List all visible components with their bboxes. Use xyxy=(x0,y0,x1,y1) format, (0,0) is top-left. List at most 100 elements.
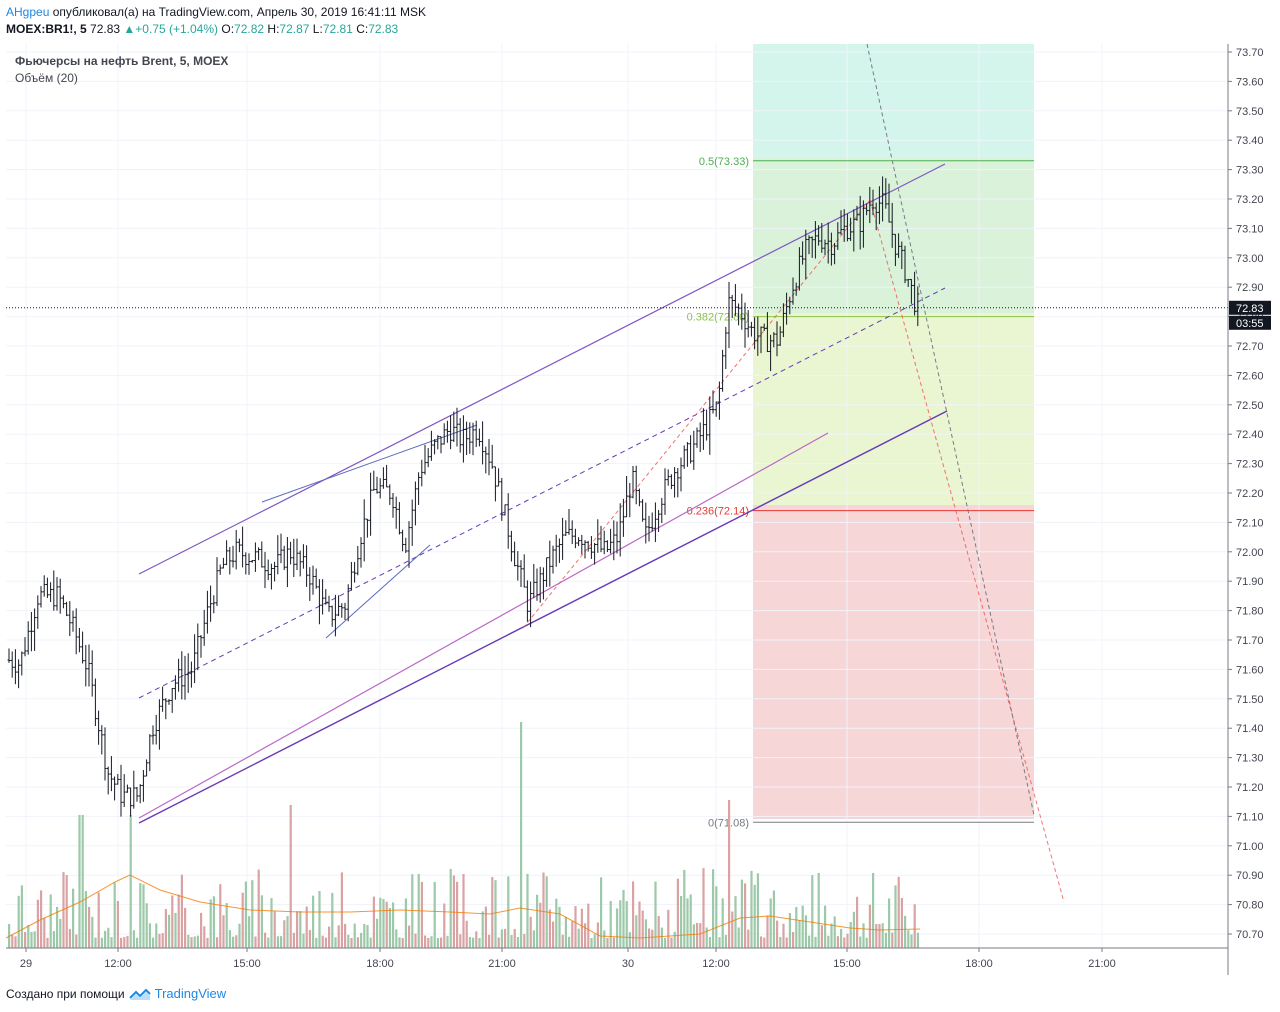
ohlc-bar xyxy=(609,528,613,554)
ohlc-bar xyxy=(721,349,725,392)
volume-bar xyxy=(334,937,337,948)
channel-lower-line[interactable] xyxy=(138,410,948,824)
ohlc-bar xyxy=(151,725,155,745)
ohlc-bar xyxy=(449,415,453,450)
blue-wedge-lower[interactable] xyxy=(325,544,431,639)
volume-bar xyxy=(513,928,516,948)
ohlc-bar xyxy=(289,541,293,565)
ohlc-bar xyxy=(125,784,129,793)
red-dashed-projection-up[interactable] xyxy=(522,199,871,629)
ohlc-bar xyxy=(199,635,203,658)
volume-bar xyxy=(363,923,366,948)
volume-bar xyxy=(424,935,427,948)
volume-bar xyxy=(635,915,638,948)
volume-bar xyxy=(670,937,673,948)
ohlc-bar xyxy=(477,428,481,447)
ohlc-bar xyxy=(138,784,142,804)
volume-bar xyxy=(184,907,187,948)
volume-bar xyxy=(251,880,254,948)
volume-bar xyxy=(776,920,779,948)
ohlc-bar xyxy=(730,294,734,319)
ohlc-bar xyxy=(525,580,529,622)
ohlc-bar xyxy=(23,637,27,657)
ohlc-bar xyxy=(647,515,651,542)
ohlc-bar xyxy=(87,644,91,687)
volume-bar xyxy=(849,921,852,948)
volume-bar xyxy=(286,916,289,948)
gray-dashed-projection[interactable] xyxy=(866,43,1035,816)
x-tick-label: 30 xyxy=(622,958,634,970)
y-tick-label: 72.70 xyxy=(1236,341,1264,353)
volume-bar xyxy=(619,900,622,948)
volume-bar xyxy=(516,937,519,948)
ohlc-bar xyxy=(20,651,24,676)
ohlc-bar xyxy=(420,459,424,487)
price-axis[interactable]: 73.70 73.60 73.50 73.40 73.30 73.20 73.10 73.00… xyxy=(1228,47,1264,941)
x-tick-label: 18:00 xyxy=(965,958,993,970)
ohlc-bar xyxy=(804,229,808,280)
ohlc-bar xyxy=(545,557,549,587)
ohlc-bar xyxy=(42,575,46,597)
ohlc-bar xyxy=(212,595,216,614)
high-value: 72.87 xyxy=(279,22,310,36)
volume-bar xyxy=(289,805,292,948)
volume-bar xyxy=(696,922,699,948)
volume-bar xyxy=(808,935,811,948)
volume-bar xyxy=(59,918,62,948)
volume-bar xyxy=(52,931,55,948)
volume-bar xyxy=(820,925,823,948)
volume-bar xyxy=(62,872,65,948)
ohlc-bar xyxy=(701,408,705,450)
volume-bar xyxy=(427,937,430,948)
volume-bar xyxy=(712,869,715,948)
ohlc-bar xyxy=(861,200,865,248)
ohlc-bar xyxy=(372,470,376,491)
channel-middle-line[interactable] xyxy=(138,287,946,699)
volume-bar xyxy=(462,874,465,948)
ohlc-bar xyxy=(337,595,341,617)
ohlc-bar xyxy=(589,536,593,559)
ohlc-bar xyxy=(874,202,878,231)
volume-bar xyxy=(212,896,215,948)
magenta-trend-line[interactable] xyxy=(138,432,829,819)
ohlc-bar xyxy=(218,564,222,575)
volume-bar xyxy=(200,912,203,948)
volume-bar xyxy=(561,934,564,948)
volume-bar xyxy=(72,888,75,948)
ohlc-bar xyxy=(90,650,94,697)
volume-bar xyxy=(260,895,263,948)
volume-bar xyxy=(600,877,603,948)
ohlc-bar xyxy=(807,235,811,255)
y-tick-label: 71.40 xyxy=(1236,723,1264,735)
volume-bar xyxy=(542,872,545,948)
volume-bar xyxy=(555,898,558,948)
ohlc-bar xyxy=(538,566,542,603)
y-tick-label: 72.40 xyxy=(1236,429,1264,441)
volume-bar xyxy=(904,915,907,948)
ohlc-bar xyxy=(906,278,910,287)
y-tick-label: 73.70 xyxy=(1236,47,1264,59)
price-chart[interactable]: 0.5(73.33)0.382(72.80)0.236(72.14)0(71.0… xyxy=(0,0,1280,980)
volume-bar xyxy=(465,920,468,948)
ohlc-bar xyxy=(330,605,334,627)
volume-bar xyxy=(507,876,510,948)
author-link[interactable]: AHgpeu xyxy=(6,5,50,19)
ohlc-bar xyxy=(900,241,904,270)
volume-bar xyxy=(478,937,481,948)
chart-legend: Фьючерсы на нефть Brent, 5, MOEX Объём (… xyxy=(15,53,228,87)
volume-bar xyxy=(564,916,567,948)
ohlc-bar xyxy=(673,467,677,498)
y-tick-label: 71.00 xyxy=(1236,841,1264,853)
ohlc-bar xyxy=(817,225,821,246)
channel-upper-line[interactable] xyxy=(138,163,946,575)
ohlc-bar xyxy=(58,578,62,614)
time-axis[interactable]: 29 12:00 15:00 18:00 21:00 30 12:00 15:00 18:00 2… xyxy=(20,948,1116,970)
ohlc-bar xyxy=(692,430,696,470)
volume-bar xyxy=(190,937,193,948)
ohlc-bar xyxy=(257,547,261,561)
volume-bar xyxy=(347,934,350,948)
ohlc-bar xyxy=(471,422,475,456)
ohlc-bar xyxy=(391,492,395,518)
red-dashed-projection-down[interactable] xyxy=(869,199,1065,903)
footer-brand-link[interactable]: TradingView xyxy=(154,986,227,1001)
